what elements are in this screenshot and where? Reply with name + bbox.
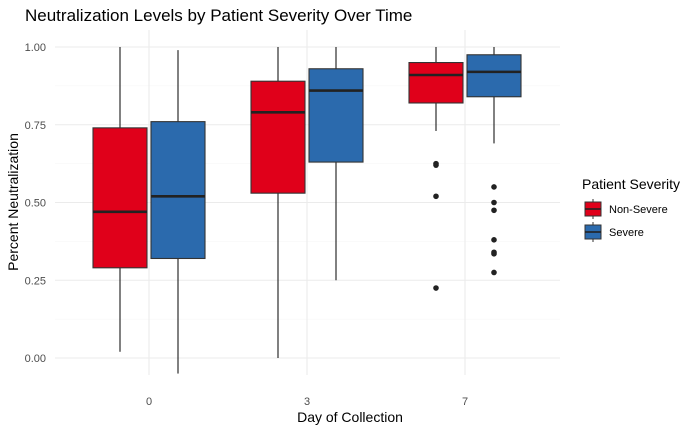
chart-title: Neutralization Levels by Patient Severit… <box>25 6 412 25</box>
y-tick-label: 0.25 <box>25 275 46 287</box>
legend: Patient Severity Non-Severe Severe <box>582 176 680 242</box>
legend-label: Severe <box>609 227 644 239</box>
outlier-point <box>491 184 497 190</box>
box-body <box>250 80 306 194</box>
outlier-point <box>491 237 497 243</box>
x-axis-ticks: 0 3 7 <box>146 396 468 408</box>
outlier-point <box>433 285 439 291</box>
outlier-point <box>433 160 439 167</box>
x-axis-title: Day of Collection <box>297 409 403 425</box>
y-tick-label: 0.00 <box>25 353 46 365</box>
y-tick-label: 1.00 <box>25 42 46 54</box>
outlier-point <box>433 193 439 200</box>
boxes-layer <box>92 47 522 374</box>
outlier-point <box>491 251 497 257</box>
x-tick-label: 3 <box>304 396 310 408</box>
legend-label: Non-Severe <box>609 204 668 216</box>
box-non-severe-day-3 <box>250 47 306 358</box>
box-body <box>466 54 522 98</box>
box-non-severe-day-0 <box>92 47 148 352</box>
box-body <box>92 127 148 269</box>
legend-title: Patient Severity <box>582 176 680 192</box>
y-tick-label: 0.50 <box>25 198 46 210</box>
box-severe-day-3 <box>308 47 364 281</box>
box-body <box>408 61 464 104</box>
outlier-point <box>491 269 497 276</box>
outlier-point <box>491 207 497 214</box>
box-body <box>150 121 206 260</box>
box-severe-day-7 <box>466 47 522 276</box>
y-tick-label: 0.75 <box>25 120 46 132</box>
outlier-point <box>491 199 497 206</box>
box-severe-day-0 <box>150 50 206 374</box>
box-body <box>308 68 364 163</box>
y-axis-title: Percent Neutralization <box>5 133 21 271</box>
x-tick-label: 7 <box>462 396 468 408</box>
legend-key-severe <box>584 222 602 242</box>
legend-key-non-severe <box>584 199 602 219</box>
box-non-severe-day-7 <box>408 47 464 291</box>
x-tick-label: 0 <box>146 396 152 408</box>
y-axis-ticks: 0.00 0.25 0.50 0.75 1.00 <box>25 42 46 365</box>
